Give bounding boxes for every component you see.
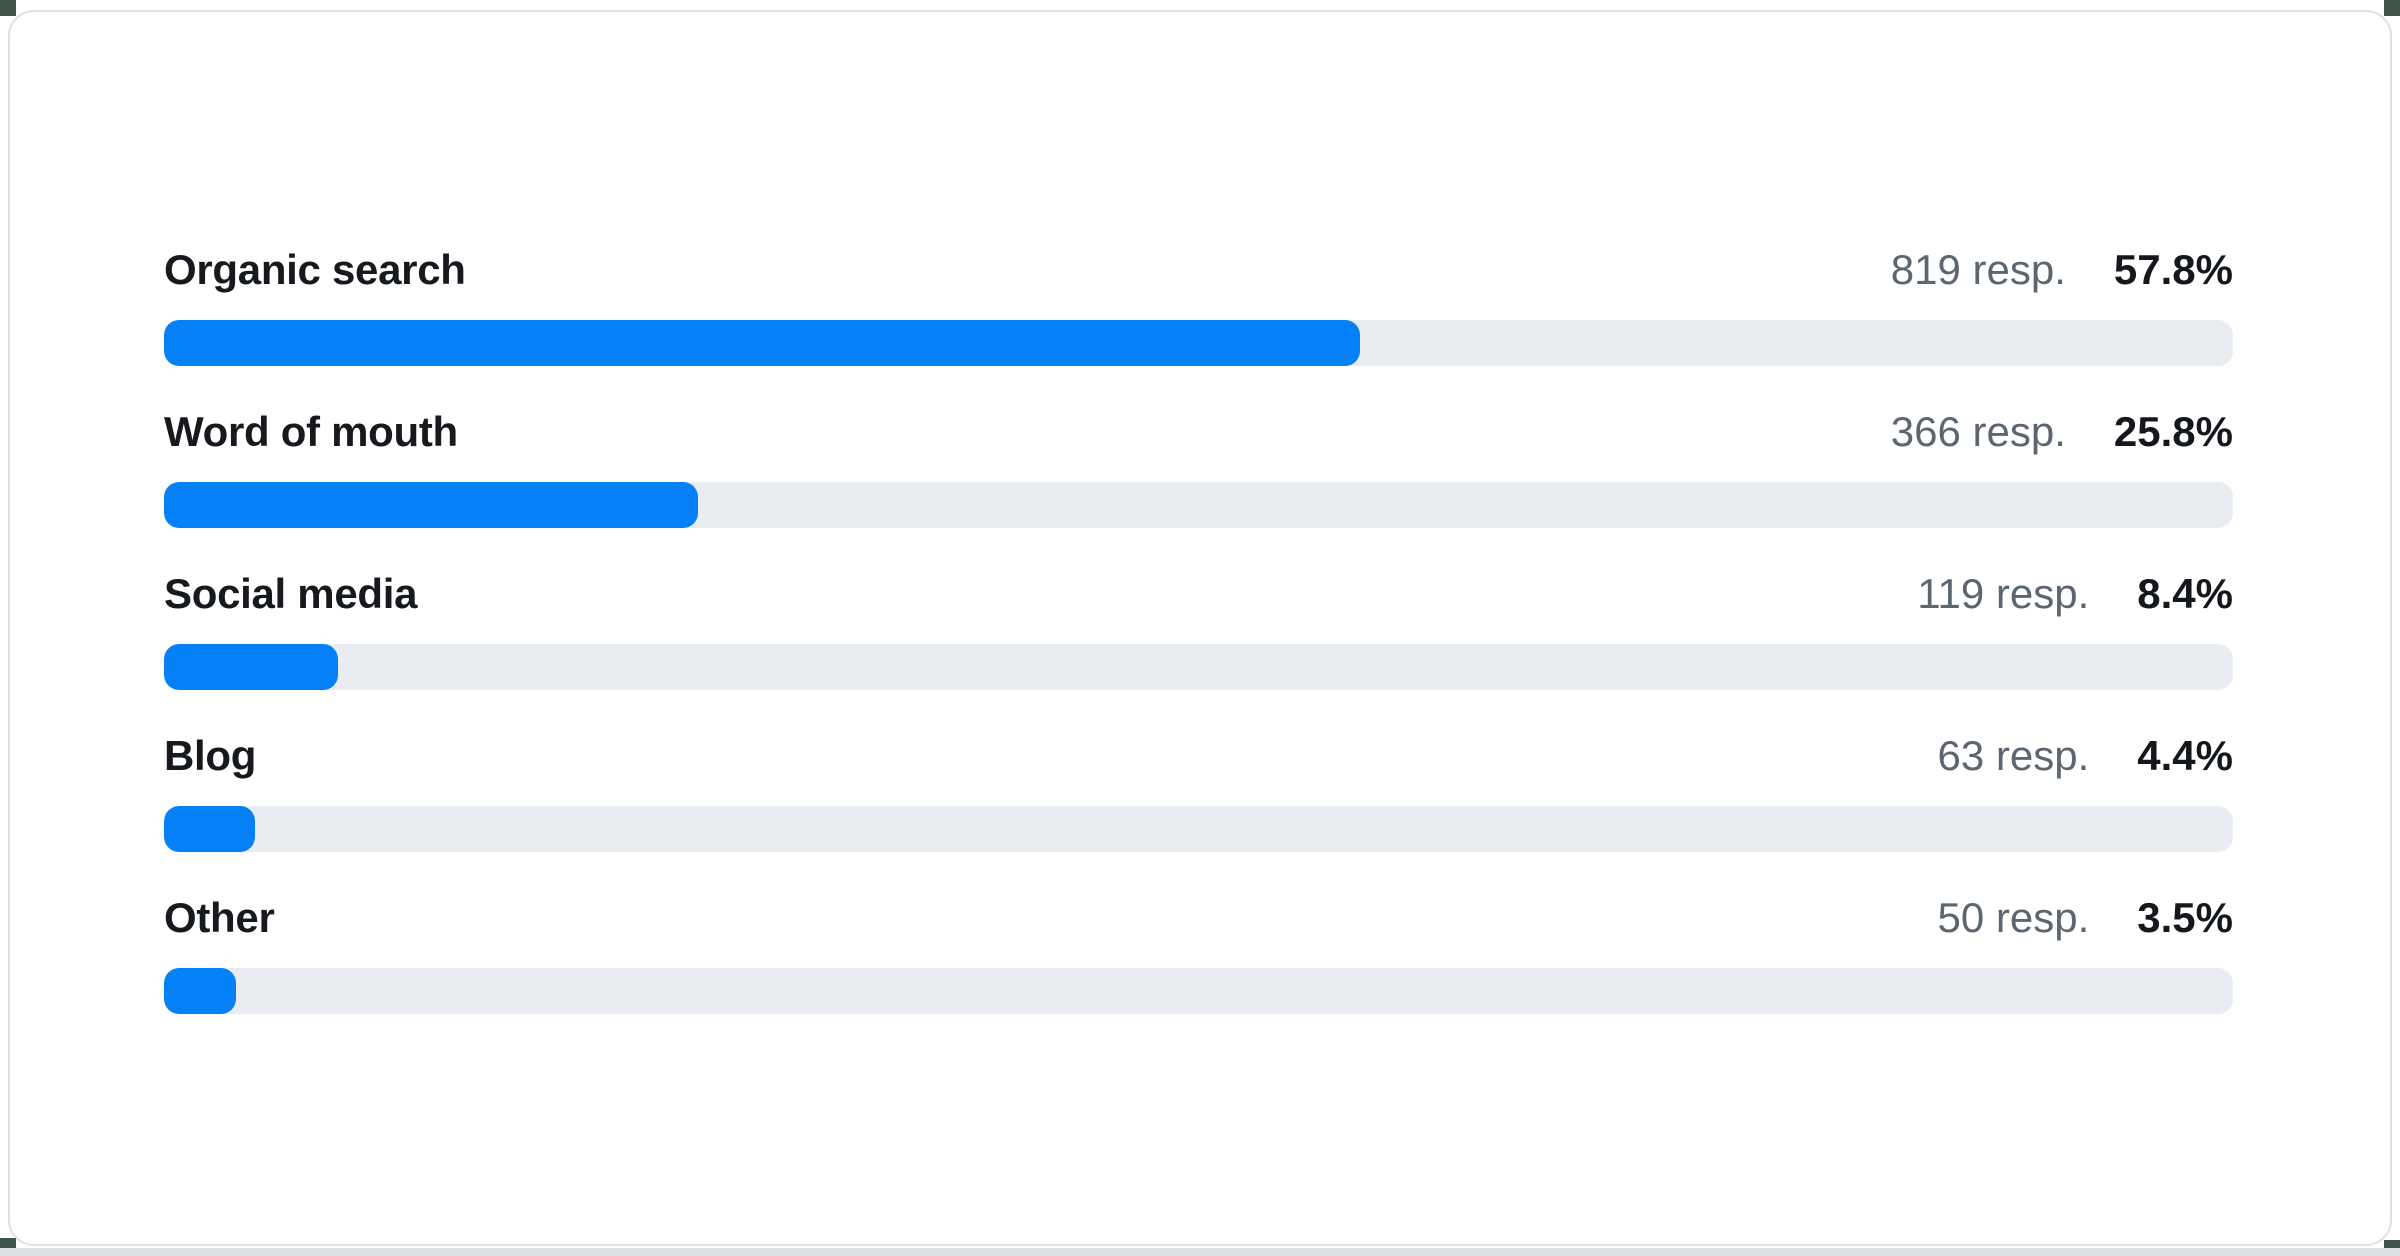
row-values: 50 resp. 3.5% <box>1938 892 2234 944</box>
chart-row: Word of mouth 366 resp. 25.8% <box>164 406 2233 528</box>
bar-track <box>164 806 2233 852</box>
bar-fill <box>164 806 256 852</box>
percent-value: 57.8% <box>2113 246 2233 293</box>
bar-fill <box>164 968 237 1014</box>
poll-results-card: Organic search 819 resp. 57.8% Word of m… <box>8 10 2392 1246</box>
bar-chart: Organic search 819 resp. 57.8% Word of m… <box>164 244 2233 1014</box>
responses-count: 63 resp. <box>1937 732 2090 779</box>
bar-track <box>164 320 2233 366</box>
percent-value: 3.5% <box>2137 894 2233 941</box>
row-values: 119 resp. 8.4% <box>1917 568 2233 620</box>
responses-count: 119 resp. <box>1917 570 2090 617</box>
row-header: Social media 119 resp. 8.4% <box>164 568 2233 620</box>
responses-count: 366 resp. <box>1890 408 2066 455</box>
background-artifact <box>2384 0 2400 16</box>
bar-fill <box>164 320 1360 366</box>
responses-count: 50 resp. <box>1937 894 2090 941</box>
row-header: Organic search 819 resp. 57.8% <box>164 244 2233 296</box>
row-values: 366 resp. 25.8% <box>1891 406 2233 458</box>
category-label: Word of mouth <box>164 408 458 455</box>
chart-row: Organic search 819 resp. 57.8% <box>164 244 2233 366</box>
row-header: Word of mouth 366 resp. 25.8% <box>164 406 2233 458</box>
percent-value: 25.8% <box>2113 408 2233 455</box>
row-header: Blog 63 resp. 4.4% <box>164 730 2233 782</box>
bar-track <box>164 968 2233 1014</box>
row-header: Other 50 resp. 3.5% <box>164 892 2233 944</box>
category-label: Social media <box>164 570 418 617</box>
bar-track <box>164 482 2233 528</box>
responses-count: 819 resp. <box>1890 246 2066 293</box>
category-label: Other <box>164 894 275 941</box>
category-label: Blog <box>164 732 257 779</box>
percent-value: 8.4% <box>2137 570 2233 617</box>
chart-row: Other 50 resp. 3.5% <box>164 892 2233 1014</box>
bar-track <box>164 644 2233 690</box>
row-values: 63 resp. 4.4% <box>1938 730 2234 782</box>
background-artifact <box>0 0 16 16</box>
row-values: 819 resp. 57.8% <box>1891 244 2233 296</box>
chart-row: Social media 119 resp. 8.4% <box>164 568 2233 690</box>
category-label: Organic search <box>164 246 466 293</box>
bar-fill <box>164 482 698 528</box>
chart-row: Blog 63 resp. 4.4% <box>164 730 2233 852</box>
page-bottom-edge <box>0 1248 2400 1256</box>
percent-value: 4.4% <box>2137 732 2233 779</box>
bar-fill <box>164 644 338 690</box>
